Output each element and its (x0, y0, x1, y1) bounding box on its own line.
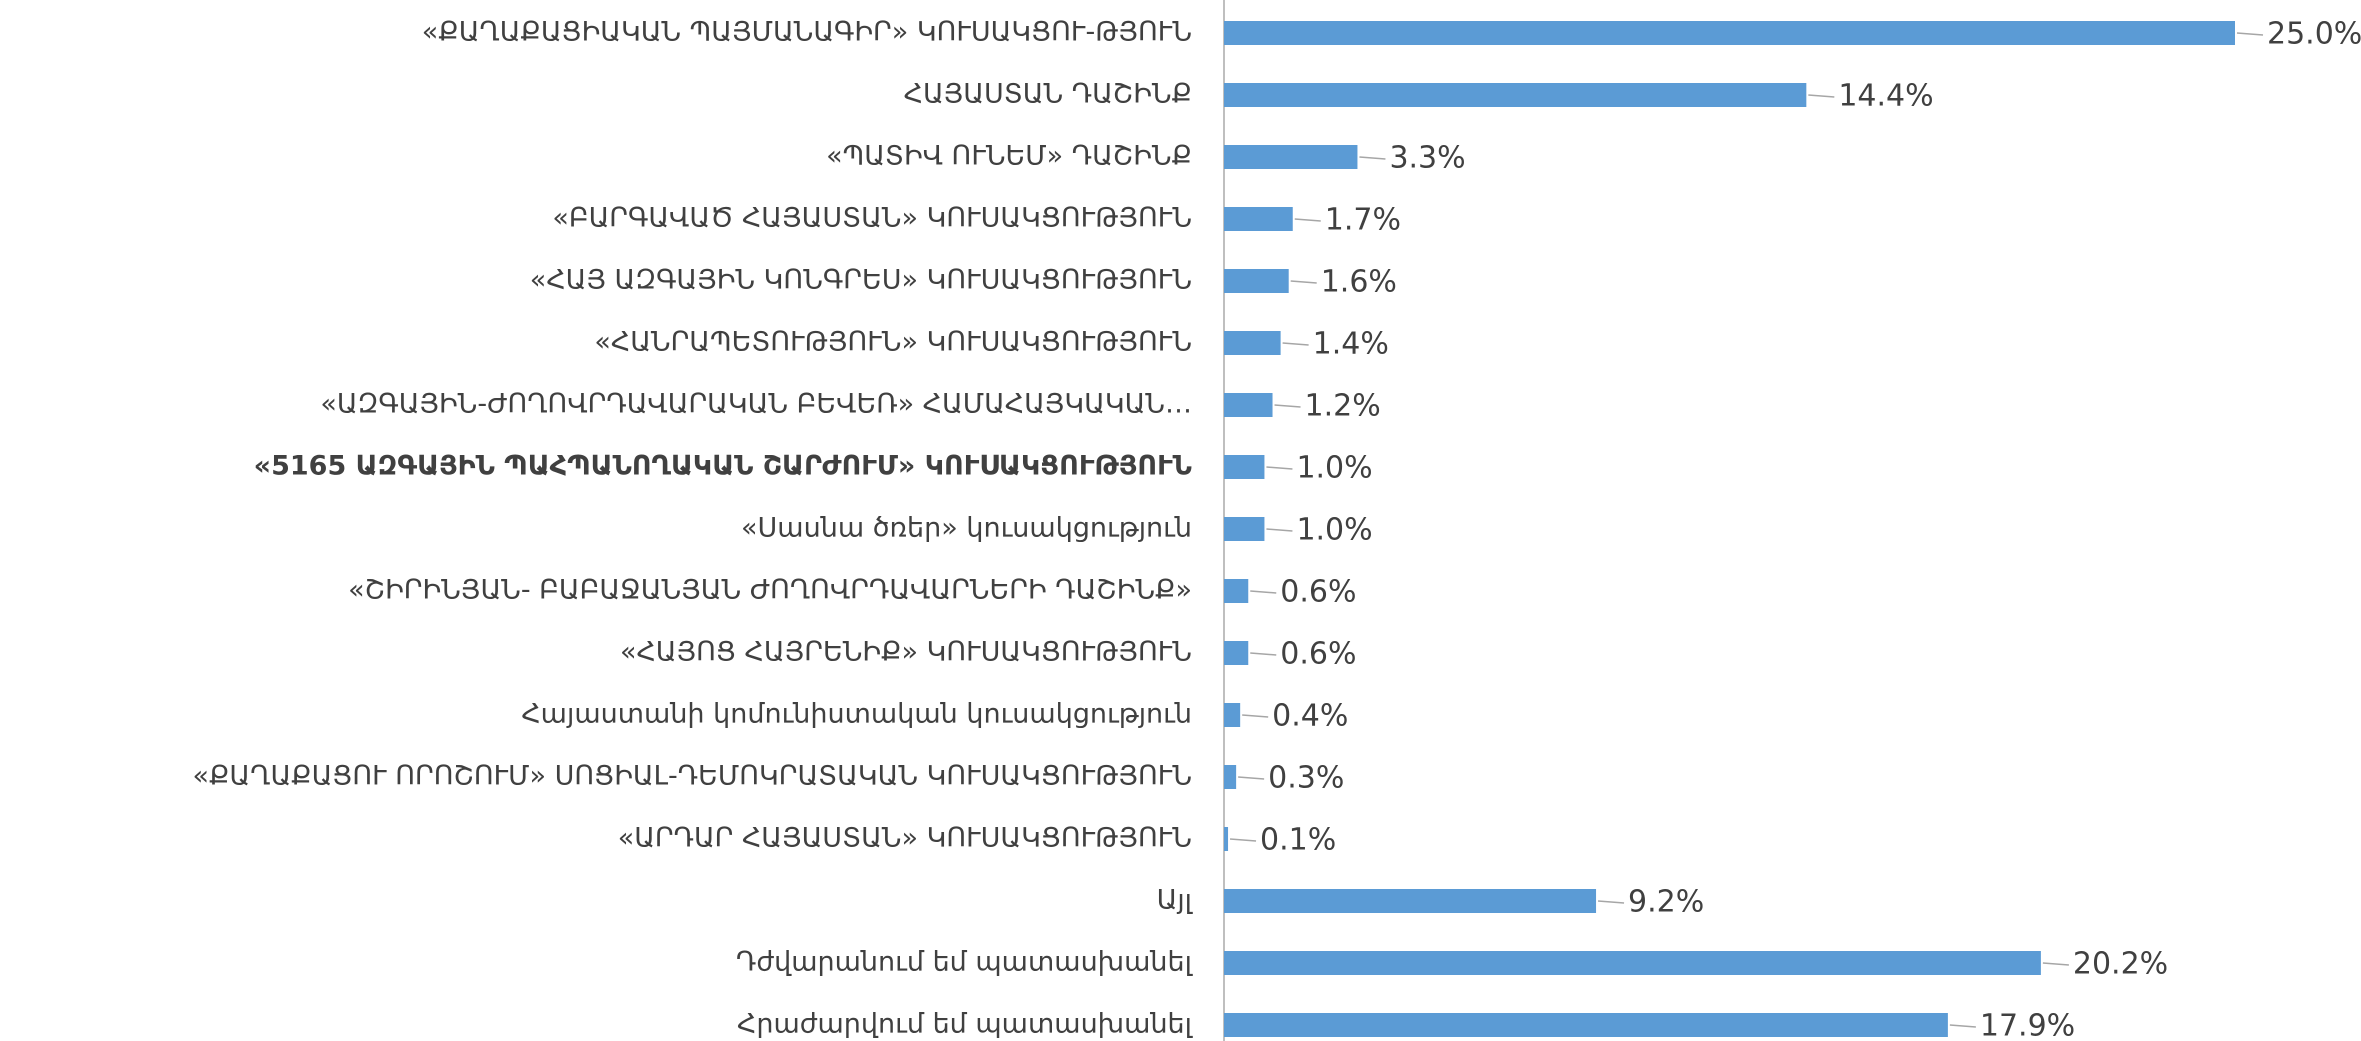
category-label: «ԲԱՐԳԱՎԱԾ ՀԱՅԱՍՏԱՆ» ԿՈՒՍԱԿՑՈՒԹՅՈՒՆ (552, 203, 1192, 234)
category-label: «ՔԱՂԱՔԱՑԻԱԿԱՆ ՊԱՅՄԱՆԱԳԻՐ» ԿՈՒՍԱԿՑՈՒ-ԹՅՈՒ… (422, 17, 1192, 48)
category-label: «ԱԶԳԱՅԻՆ-ԺՈՂՈՎՐԴԱՎԱՐԱԿԱՆ ԲԵՎԵՌ» ՀԱՄԱՀԱՅԿ… (320, 389, 1192, 420)
value-label: 0.3% (1268, 761, 1344, 796)
category-label: Դժվարանում եմ պատասխանել (736, 947, 1194, 978)
value-label: 0.6% (1280, 637, 1356, 672)
category-label: «ՀԱՆՐԱՊԵՏՈՒԹՅՈՒՆ» ԿՈՒՍԱԿՑՈՒԹՅՈՒՆ (594, 327, 1192, 358)
value-label: 20.2% (2073, 947, 2168, 982)
bar (1224, 765, 1237, 789)
bar (1224, 517, 1265, 541)
bar (1224, 83, 1807, 107)
category-label: Այլ (1157, 885, 1194, 916)
category-label: «ՔԱՂԱՔԱՑՈՒ ՈՐՈՇՈՒՄ» ՍՈՑԻԱԼ-ԴԵՄՈԿՐԱՏԱԿԱՆ … (192, 761, 1192, 792)
bar (1224, 393, 1273, 417)
bar (1224, 889, 1597, 913)
value-label: 1.7% (1325, 203, 1401, 238)
bar (1224, 641, 1249, 665)
leader-line (1266, 528, 1293, 532)
leader-line (1597, 900, 1625, 904)
value-label: 9.2% (1628, 885, 1704, 920)
value-label: 25.0% (2267, 17, 2361, 52)
leader-line (1808, 94, 1835, 98)
leader-line (1250, 590, 1277, 594)
leader-line (1238, 776, 1265, 780)
leader-line (1949, 1024, 1976, 1028)
leader-line (2042, 962, 2069, 966)
value-label: 1.6% (1321, 265, 1397, 300)
value-label: 0.4% (1272, 699, 1348, 734)
category-label: «ՊԱՏԻՎ ՈՒՆԵՄ» ԴԱՇԻՆՔ (826, 141, 1192, 172)
value-label: 1.4% (1313, 327, 1389, 362)
bar (1224, 145, 1358, 169)
leader-line (1359, 156, 1386, 160)
bar (1224, 21, 2235, 45)
category-label: «Սասնա ծռեր» կուսակցություն (741, 513, 1192, 544)
leader-line (1294, 218, 1321, 222)
bar (1224, 951, 2041, 975)
category-label: «ՀԱՅՈՑ ՀԱՅՐԵՆԻՔ» ԿՈՒՍԱԿՑՈՒԹՅՈՒՆ (620, 637, 1192, 668)
value-label: 1.0% (1296, 513, 1372, 548)
category-label: Հայաստանի կոմունիստական կուսակցություն (521, 699, 1192, 730)
value-label: 0.6% (1280, 575, 1356, 610)
leader-line (1274, 404, 1301, 408)
bar (1224, 1013, 1948, 1037)
bar (1224, 269, 1289, 293)
category-label: Հրաժարվում եմ պատասխանել (737, 1009, 1194, 1040)
value-label: 1.0% (1296, 451, 1372, 486)
category-label: «5165 ԱԶԳԱՅԻՆ ՊԱՀՊԱՆՈՂԱԿԱՆ ՇԱՐԺՈՒՄ» ԿՈՒՍ… (254, 451, 1192, 482)
bar (1224, 455, 1265, 479)
leader-line (1290, 280, 1317, 284)
leader-line (1250, 652, 1277, 656)
value-label: 0.1% (1260, 823, 1336, 858)
bar (1224, 207, 1293, 231)
category-label: «ՀԱՅ ԱԶԳԱՅԻՆ ԿՈՆԳՐԵՍ» ԿՈՒՍԱԿՑՈՒԹՅՈՒՆ (530, 265, 1192, 296)
value-label: 1.2% (1305, 389, 1381, 424)
bar (1224, 827, 1229, 851)
category-label: «ԱՐԴԱՐ ՀԱՅԱՍՏԱՆ» ԿՈՒՍԱԿՑՈՒԹՅՈՒՆ (618, 823, 1192, 854)
leader-line (1229, 838, 1257, 842)
bar (1224, 331, 1281, 355)
value-label: 14.4% (1838, 79, 1933, 114)
leader-line (1242, 714, 1269, 718)
leader-line (1266, 466, 1293, 470)
bar (1224, 579, 1249, 603)
leader-line (2236, 32, 2264, 36)
category-label: ՀԱՅԱՍՏԱՆ ԴԱՇԻՆՔ (904, 79, 1192, 110)
bar (1224, 703, 1241, 727)
leader-line (1282, 342, 1309, 346)
category-label: «ՇԻՐԻՆՅԱՆ- ԲԱԲԱՋԱՆՅԱՆ ԺՈՂՈՎՐԴԱՎԱՐՆԵՐԻ ԴԱ… (348, 575, 1192, 606)
value-label: 3.3% (1389, 141, 1465, 176)
value-label: 17.9% (1980, 1009, 2075, 1041)
